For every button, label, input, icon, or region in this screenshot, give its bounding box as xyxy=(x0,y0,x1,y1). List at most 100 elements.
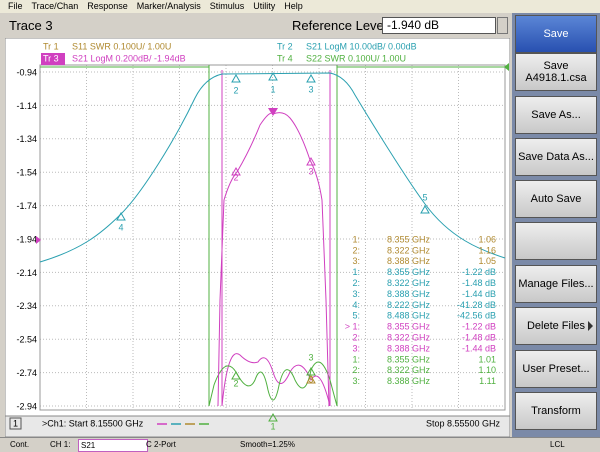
softkey-label: Auto Save xyxy=(530,193,582,205)
marker-id: 1: xyxy=(352,234,360,244)
marker-freq: 8.355 GHz xyxy=(387,234,431,244)
marker-value: -1.44 dB xyxy=(462,343,496,353)
marker-value: -41.28 dB xyxy=(457,300,496,310)
trace-id: Tr 4 xyxy=(277,53,293,63)
ref-spinner[interactable] xyxy=(497,17,508,34)
marker-label: 1 xyxy=(270,421,275,431)
marker xyxy=(306,73,316,83)
marker-id: 1: xyxy=(352,267,360,277)
status-smooth: Smooth=1.25% xyxy=(240,440,295,449)
softkey-label: Delete Files xyxy=(526,320,586,332)
marker-id: 2: xyxy=(352,278,360,288)
ref-input[interactable]: -1.940 dB xyxy=(382,17,496,34)
softkey-label: User Preset... xyxy=(522,363,590,375)
softkey-label: A4918.1.csa xyxy=(525,72,587,84)
marker-freq: 8.388 GHz xyxy=(387,289,431,299)
marker xyxy=(306,374,316,384)
softkey-label: Manage Files... xyxy=(518,278,594,290)
menu-item[interactable]: File xyxy=(8,1,23,11)
marker-id: 2: xyxy=(352,332,360,342)
ref-label: Reference Level xyxy=(292,18,387,33)
trace-id: Tr 1 xyxy=(43,41,59,51)
menu-bar: File Trace/Chan Response Marker/Analysis Sti… xyxy=(0,0,600,13)
marker xyxy=(116,211,126,221)
softkey[interactable]: Delete Files xyxy=(515,307,597,345)
marker-freq: 8.222 GHz xyxy=(387,300,431,310)
marker-id: 2: xyxy=(352,245,360,255)
y-label: -2.94 xyxy=(16,401,37,411)
plot: -0.94 -1.14 -1.34 -1.54 -1.74 -1.94 -2.14 -2.34… xyxy=(5,38,510,437)
menu-item[interactable]: Trace/Chan xyxy=(31,1,79,11)
marker-id: 3: xyxy=(352,256,360,266)
marker-label: 3 xyxy=(308,374,313,384)
trace-desc: S21 LogM 10.00dB/ 0.00dB xyxy=(306,41,417,51)
stop-label: Stop 8.55500 GHz xyxy=(426,418,501,428)
active-trace: Trace 3 xyxy=(9,18,53,33)
plot-frame xyxy=(39,64,506,411)
status-param: S21 xyxy=(78,439,148,452)
status-remote: LCL xyxy=(550,440,565,449)
softkey[interactable]: Save Data As... xyxy=(515,138,597,176)
active-trace-box xyxy=(41,53,65,65)
trace-desc: S22 SWR 0.100U/ 1.00U xyxy=(306,53,406,63)
y-label: -1.74 xyxy=(16,201,37,211)
menu-item[interactable]: Help xyxy=(284,1,303,11)
marker xyxy=(268,412,278,422)
channel-num: 1 xyxy=(13,418,18,428)
marker-active xyxy=(268,108,278,116)
softkey[interactable] xyxy=(515,222,597,260)
marker-value: 1.06 xyxy=(478,234,496,244)
marker-value: 1.16 xyxy=(478,245,496,255)
marker-value: -1.22 dB xyxy=(462,267,496,277)
marker-label: 5 xyxy=(422,192,427,202)
softkey[interactable]: Save As... xyxy=(515,96,597,134)
marker-id: 3: xyxy=(352,289,360,299)
marker xyxy=(268,71,278,81)
marker-id: 5: xyxy=(352,311,360,321)
menu-item[interactable]: Stimulus xyxy=(209,1,245,11)
y-label: -2.54 xyxy=(16,335,37,345)
channel-box xyxy=(9,417,22,430)
marker-id: 3: xyxy=(352,343,360,353)
marker-label: 1 xyxy=(270,84,275,94)
softkey[interactable]: Auto Save xyxy=(515,180,597,218)
marker-freq: 8.322 GHz xyxy=(387,245,431,255)
y-label: -2.14 xyxy=(16,268,37,278)
softkey-label: Save xyxy=(543,60,569,72)
softkey[interactable]: Save xyxy=(515,15,597,53)
marker-value: -1.48 dB xyxy=(462,278,496,288)
status-bar: Cont. CH 1: S21 C 2-Port Smooth=1.25% LCL xyxy=(0,437,600,452)
marker-value: 1.10 xyxy=(478,365,496,375)
marker-label: 2 xyxy=(233,378,238,388)
softkey-label: Save xyxy=(543,28,569,40)
trace-id: Tr 3 xyxy=(43,53,59,63)
softkey[interactable]: Save A4918.1.csa xyxy=(515,53,597,91)
marker-label: 3 xyxy=(308,352,313,362)
start-label: >Ch1: Start 8.15500 GHz xyxy=(42,418,144,428)
marker-value: -1.22 dB xyxy=(462,322,496,332)
softkey[interactable]: User Preset... xyxy=(515,350,597,388)
submenu-arrow xyxy=(588,321,593,331)
marker-label: 3 xyxy=(308,84,313,94)
trace-curve xyxy=(40,65,505,407)
softkey[interactable]: Manage Files... xyxy=(515,265,597,303)
marker-id: > 1: xyxy=(345,322,360,332)
marker-freq: 8.488 GHz xyxy=(387,311,431,321)
softkey[interactable]: Transform xyxy=(515,392,597,430)
marker-freq: 8.388 GHz xyxy=(387,256,431,266)
menu-item[interactable]: Utility xyxy=(253,1,276,11)
softkey-label: Save As... xyxy=(531,109,581,121)
menu-item[interactable]: Marker/Analysis xyxy=(136,1,201,11)
ref-arrow xyxy=(36,236,41,244)
marker xyxy=(420,204,430,214)
marker-value: -1.44 dB xyxy=(462,289,496,299)
y-label: -1.94 xyxy=(16,234,37,244)
marker-freq: 8.388 GHz xyxy=(387,376,431,386)
marker-label: 2 xyxy=(233,172,238,182)
menu-item[interactable]: Response xyxy=(87,1,128,11)
softkey-label: Transform xyxy=(531,405,581,417)
trace-desc: S11 SWR 0.100U/ 1.00U xyxy=(72,41,171,51)
status-cal: C 2-Port xyxy=(146,440,176,449)
marker-value: 1.11 xyxy=(479,376,496,386)
